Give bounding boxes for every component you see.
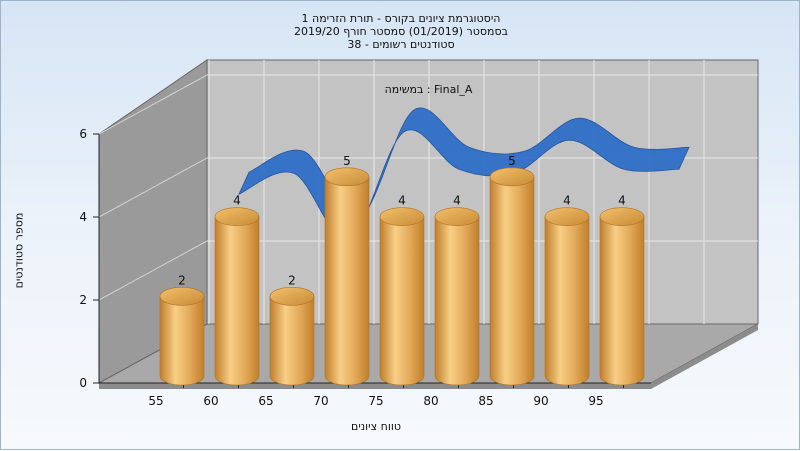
bar-value-label: 5	[508, 154, 516, 168]
bar: 4	[379, 194, 425, 386]
bar-body	[214, 216, 260, 386]
bar-body	[269, 296, 315, 386]
bar-body	[324, 176, 370, 386]
series-label: Final_A : במשימה	[384, 83, 473, 96]
bar-value-label: 4	[398, 194, 406, 208]
bar: 2	[159, 273, 205, 386]
x-tick-label: 95	[588, 394, 603, 408]
bar-value-label: 4	[563, 194, 571, 208]
x-tick-label: 55	[148, 394, 163, 408]
title-line-2: בסמסטר (01/2019) סמסטר חורף 2019/20	[294, 25, 508, 38]
distribution-curve	[238, 107, 690, 241]
bar-cap	[544, 207, 590, 226]
bar-body	[599, 216, 645, 386]
y-tick-label: 2	[79, 293, 87, 307]
title-line-3: סטודנטים רשומים - 38	[347, 38, 455, 51]
bar: 4	[434, 194, 480, 386]
bar-cap	[599, 207, 645, 226]
bar-value-label: 4	[233, 194, 241, 208]
bar-cap	[159, 287, 205, 306]
bar: 4	[599, 194, 645, 386]
bar-value-label: 4	[618, 194, 626, 208]
bar-cap	[214, 207, 260, 226]
bar-cap	[324, 167, 370, 187]
y-tick-label: 0	[79, 376, 87, 390]
bar-body	[434, 216, 480, 386]
bar: 5	[489, 154, 535, 386]
x-tick-label: 85	[478, 394, 493, 408]
x-tick-label: 80	[423, 394, 438, 408]
bar-cap	[379, 207, 425, 226]
grid-line-side	[98, 74, 208, 135]
x-tick-label: 75	[368, 394, 383, 408]
bar: 4	[544, 194, 590, 386]
bar-body	[379, 216, 425, 386]
bar-value-label: 4	[453, 194, 461, 208]
bar-body	[489, 176, 535, 386]
bar: 5	[324, 154, 370, 386]
bar-value-label: 5	[343, 154, 351, 168]
x-tick-label: 90	[533, 394, 548, 408]
y-axis-title: מספר סטודנטים	[12, 212, 26, 289]
x-tick-label: 60	[203, 394, 218, 408]
chart-title: היסטוגרמת ציונים בקורס - תורת הזרימה 1 ב…	[1, 12, 800, 51]
bar-body	[544, 216, 590, 386]
grid-line-side	[98, 240, 208, 301]
bar-body	[159, 296, 205, 386]
x-tick-label: 65	[258, 394, 273, 408]
bar-cap	[269, 287, 315, 306]
bar: 4	[214, 194, 260, 386]
bar-value-label: 2	[178, 273, 186, 287]
bar-cap	[489, 167, 535, 187]
x-axis-title: טווח ציונים	[351, 420, 401, 433]
bar-cap	[434, 207, 480, 226]
y-tick-label: 4	[79, 210, 87, 224]
grid-line-side	[98, 157, 208, 218]
bar: 2	[269, 273, 315, 386]
bar-value-label: 2	[288, 273, 296, 287]
y-tick-label: 6	[79, 127, 87, 141]
x-tick-label: 70	[313, 394, 328, 408]
title-line-1: היסטוגרמת ציונים בקורס - תורת הזרימה 1	[301, 12, 501, 25]
